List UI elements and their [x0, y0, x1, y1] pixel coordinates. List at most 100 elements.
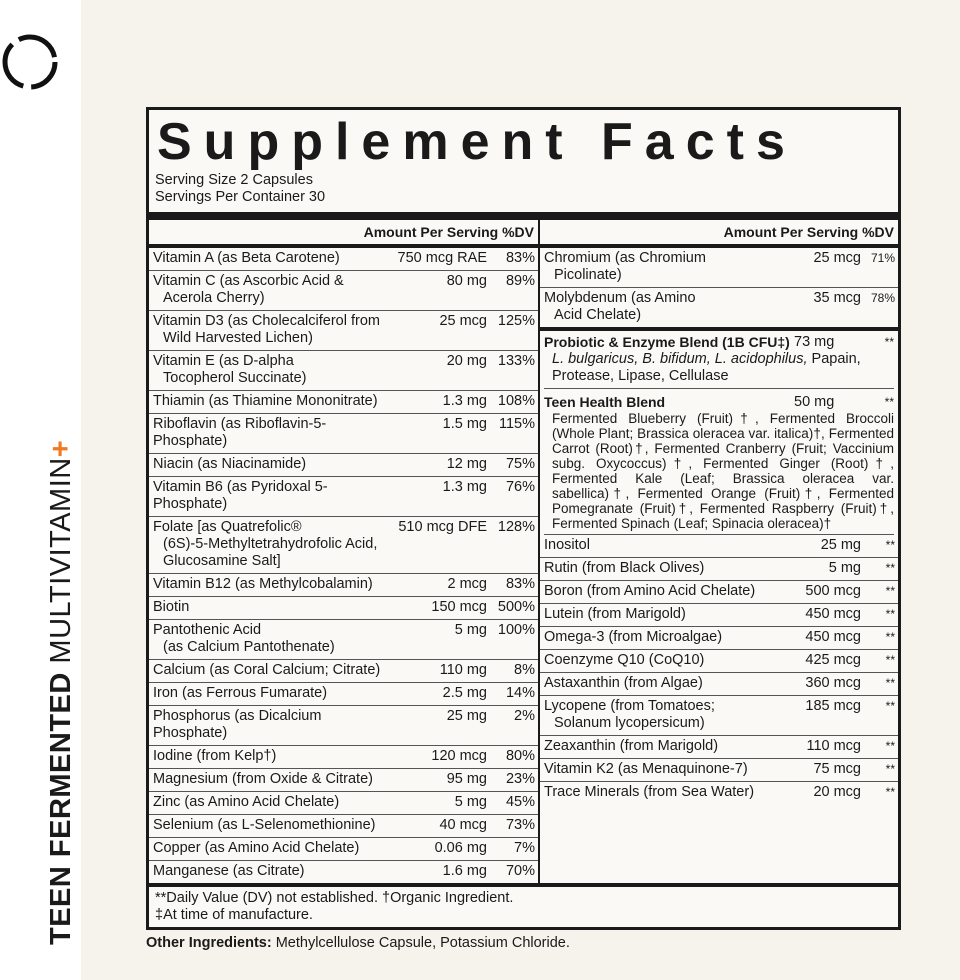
- nutrient-name: Lycopene (from Tomatoes; Solanum lycopers…: [544, 698, 777, 732]
- nutrient-amount: 500 mcg: [805, 583, 861, 599]
- nutrient-name: Iron (as Ferrous Fumarate): [153, 685, 387, 702]
- nutrient-row: Iodine (from Kelp†) 120 mcg 80%: [149, 746, 538, 769]
- nutrient-name-line: Astaxanthin (from Algae): [544, 675, 703, 691]
- nutrient-dv: 45%: [505, 794, 535, 810]
- nutrient-amount: 425 mcg: [805, 652, 861, 668]
- nutrient-dv: **: [885, 630, 895, 644]
- column-header: Amount Per Serving %DV: [540, 220, 898, 248]
- nutrient-name: Vitamin D3 (as Cholecalciferol from Wild …: [153, 313, 387, 347]
- nutrient-amount: 25 mg: [446, 708, 487, 724]
- nutrient-amount: 120 mcg: [431, 748, 487, 764]
- nutrient-dv: 133%: [497, 353, 535, 369]
- nutrient-amount: 20 mg: [446, 353, 487, 369]
- nutrient-dv: **: [885, 653, 895, 667]
- nutrient-name: Riboflavin (as Riboflavin-5-Phosphate): [153, 416, 387, 450]
- nutrient-name: Vitamin E (as D-alpha Tocopherol Succinat…: [153, 353, 387, 387]
- nutrient-dv: 100%: [497, 622, 535, 638]
- nutrient-amount: 20 mcg: [813, 784, 861, 800]
- nutrient-amount: 750 mcg RAE: [397, 250, 487, 266]
- nutrient-amount: 110 mg: [439, 662, 487, 678]
- nutrient-row: Riboflavin (as Riboflavin-5-Phosphate) 1.…: [149, 414, 538, 454]
- nutrient-amount: 2.5 mg: [442, 685, 487, 701]
- nutrient-name-line: Omega-3 (from Microalgae): [544, 629, 723, 645]
- nutrient-amount: 185 mcg: [805, 698, 861, 714]
- nutrient-amount: 1.3 mg: [442, 479, 487, 495]
- nutrient-name: Vitamin B6 (as Pyridoxal 5-Phosphate): [153, 479, 387, 513]
- nutrient-amount: 25 mcg: [813, 250, 861, 266]
- nutrient-dv: 83%: [505, 576, 535, 592]
- nutrient-dv: 128%: [497, 519, 535, 535]
- nutrient-name: Zinc (as Amino Acid Chelate): [153, 794, 387, 811]
- nutrient-row: Vitamin E (as D-alpha Tocopherol Succinat…: [149, 351, 538, 391]
- nutrient-row: Vitamin K2 (as Menaquinone-7) 75 mcg **: [540, 759, 898, 782]
- nutrient-row: Molybdenum (as Amino Acid Chelate) 35 mcg 7…: [540, 288, 898, 327]
- nutrient-name: Rutin (from Black Olives): [544, 560, 777, 577]
- nutrient-name-line: Zinc (as Amino Acid Chelate): [153, 794, 340, 810]
- product-name-thin: MULTIVITAMIN: [45, 457, 77, 664]
- nutrient-name-line: Molybdenum (as Amino: [544, 290, 696, 306]
- nutrient-dv: 7%: [514, 840, 535, 856]
- teen-health-blend: Teen Health Blend 50 mg ** Fermented Blueb…: [540, 389, 898, 535]
- nutrient-dv: **: [885, 699, 895, 713]
- nutrient-name-line2: Acid Chelate): [554, 307, 642, 323]
- nutrient-name-line: Thiamin (as Thiamine Mononitrate): [153, 393, 378, 409]
- nutrient-name: Zeaxanthin (from Marigold): [544, 738, 777, 755]
- blend-name: Teen Health Blend: [544, 394, 666, 410]
- nutrient-row: Zinc (as Amino Acid Chelate) 5 mg 45%: [149, 792, 538, 815]
- nutrient-dv: 125%: [497, 313, 535, 329]
- nutrient-row: Lycopene (from Tomatoes; Solanum lycopers…: [540, 696, 898, 736]
- nutrient-amount: 35 mcg: [813, 290, 861, 306]
- nutrient-amount: 450 mcg: [805, 606, 861, 622]
- nutrient-name: Vitamin A (as Beta Carotene): [153, 250, 387, 267]
- nutrient-name-line: Lycopene (from Tomatoes;: [544, 698, 715, 714]
- nutrient-amount: 5 mg: [454, 794, 487, 810]
- nutrient-name: Iodine (from Kelp†): [153, 748, 387, 765]
- nutrient-dv: 115%: [498, 416, 535, 432]
- nutrient-name: Calcium (as Coral Calcium; Citrate): [153, 662, 387, 679]
- nutrient-row: Vitamin B12 (as Methylcobalamin) 2 mcg 83%: [149, 574, 538, 597]
- nutrient-name: Magnesium (from Oxide & Citrate): [153, 771, 387, 788]
- nutrient-dv: 76%: [505, 479, 535, 495]
- nutrient-name-line: Trace Minerals (from Sea Water): [544, 784, 755, 800]
- panel-title: Supplement Facts: [157, 113, 797, 171]
- nutrient-name-line: Folate [as Quatrefolic®: [153, 519, 302, 535]
- nutrient-dv: 23%: [505, 771, 535, 787]
- left-column: Amount Per Serving %DV Vitamin A (as Bet…: [149, 220, 540, 883]
- nutrient-name-line2: (as Calcium Pantothenate): [163, 639, 335, 655]
- nutrient-name-line: Vitamin B12 (as Methylcobalamin): [153, 576, 373, 592]
- nutrient-dv: 70%: [505, 863, 535, 879]
- nutrient-name-line: Selenium (as L-Selenomethionine): [153, 817, 376, 833]
- blend-amount: 73 mg: [794, 334, 835, 350]
- nutrient-name: Thiamin (as Thiamine Mononitrate): [153, 393, 387, 410]
- nutrient-name-line: Vitamin C (as Ascorbic Acid &: [153, 273, 344, 289]
- nutrient-dv: 14%: [505, 685, 535, 701]
- nutrient-name-line: Riboflavin (as Riboflavin-5-Phosphate): [153, 416, 327, 449]
- nutrient-row: Iron (as Ferrous Fumarate) 2.5 mg 14%: [149, 683, 538, 706]
- nutrient-amount: 5 mg: [454, 622, 487, 638]
- nutrient-name-line: Magnesium (from Oxide & Citrate): [153, 771, 373, 787]
- nutrient-dv: 73%: [505, 817, 535, 833]
- nutrient-dv: 8%: [514, 662, 535, 678]
- blend-ingredients: Fermented Blueberry (Fruit)†, Fermented …: [544, 411, 894, 535]
- nutrient-name-line: Vitamin B6 (as Pyridoxal 5-Phosphate): [153, 479, 328, 512]
- blend-enzymes: Papain, Protease, Lipase, Cellulase: [552, 351, 861, 384]
- nutrient-name: Boron (from Amino Acid Chelate): [544, 583, 777, 600]
- nutrient-dv: **: [885, 785, 895, 799]
- nutrient-row: Coenzyme Q10 (CoQ10) 425 mcg **: [540, 650, 898, 673]
- nutrient-dv: 2%: [514, 708, 535, 724]
- nutrient-name-line: Phosphorus (as Dicalcium Phosphate): [153, 708, 322, 741]
- nutrient-name-line: Copper (as Amino Acid Chelate): [153, 840, 360, 856]
- nutrient-dv: 78%: [870, 291, 895, 305]
- broken-circle-icon: [2, 34, 58, 90]
- nutrient-row: Niacin (as Niacinamide) 12 mg 75%: [149, 454, 538, 477]
- nutrient-name-line: Manganese (as Citrate): [153, 863, 305, 879]
- nutrient-amount: 150 mcg: [431, 599, 487, 615]
- nutrient-dv: 71%: [870, 251, 895, 265]
- serving-size: Serving Size 2 Capsules: [155, 172, 313, 188]
- other-ingredients-text: Methylcellulose Capsule, Potassium Chlor…: [271, 935, 570, 951]
- plus-mark: +: [45, 439, 77, 458]
- servings-per-container: Servings Per Container 30: [155, 189, 326, 205]
- nutrient-dv: **: [885, 607, 895, 621]
- nutrient-name-line: Pantothenic Acid: [153, 622, 262, 638]
- nutrient-amount: 0.06 mg: [434, 840, 487, 856]
